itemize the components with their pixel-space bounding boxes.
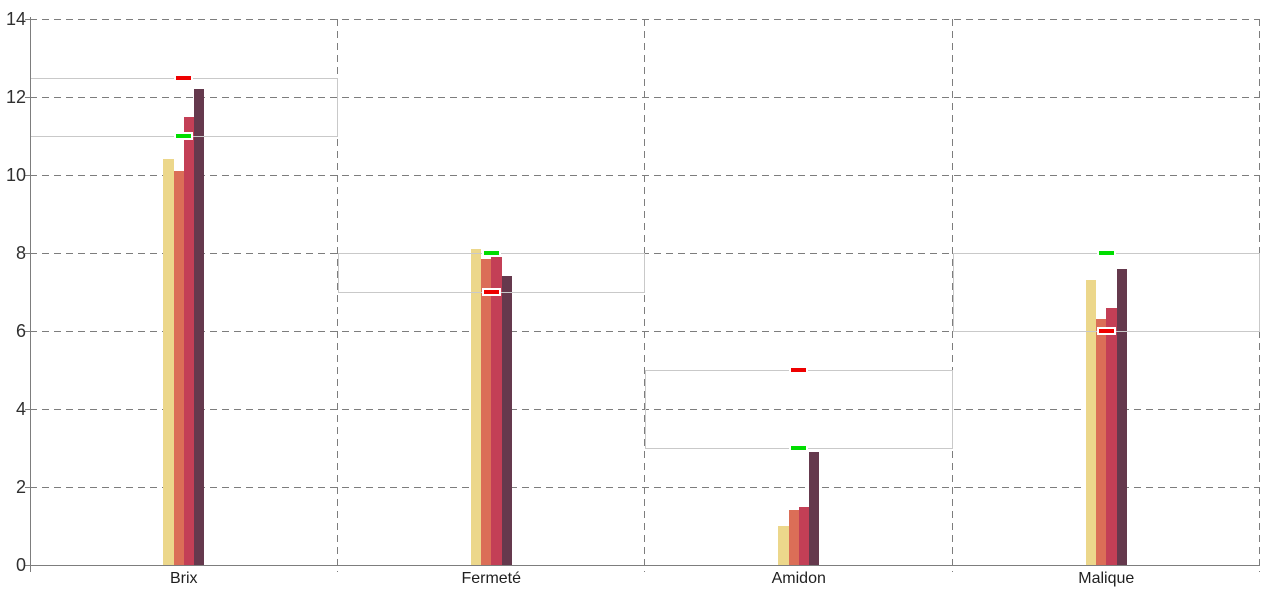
h-gridline-12 [30,97,1260,98]
y-axis-label: 2 [15,477,26,497]
x-axis-category-label: Malique [1078,570,1135,587]
target-marker-green-amidon [789,444,809,452]
bar-brix-s4 [194,89,205,565]
target-marker-red-brix [174,73,194,82]
bar-fermeté-s3 [491,256,502,565]
reference-band-amidon [645,370,953,449]
bar-amidon-s1 [778,526,789,565]
bar-fermeté-s1 [470,249,481,565]
reference-band-malique [952,253,1260,332]
bar-malique-s1 [1085,280,1096,565]
bar-malique-s4 [1116,268,1127,565]
y-tick [25,19,30,20]
x-axis-line [30,565,1260,566]
panel-separator [951,19,953,572]
y-axis-line [30,17,31,572]
x-axis-category-label: Brix [169,570,198,587]
target-marker-red-fermeté [481,288,501,296]
y-tick [25,409,30,410]
panel-separator [644,19,645,572]
target-marker-green-fermeté [481,249,501,257]
bar-amidon-s4 [809,451,820,565]
h-gridline-14 [30,19,1260,20]
target-marker-red-malique [1096,327,1116,335]
y-tick [25,565,30,566]
target-marker-green-brix [174,132,194,140]
target-marker-green-malique [1096,249,1116,257]
x-axis-category-label: Fermeté [461,570,522,587]
y-tick [25,487,30,488]
h-gridline-6 [30,331,1260,332]
bar-brix-s3 [183,116,194,565]
y-axis-label: 8 [15,243,26,263]
panel-separator [336,19,338,572]
bar-amidon-s2 [788,510,799,565]
y-axis-label: 0 [15,555,26,575]
y-axis-label: 12 [5,87,26,107]
h-gridline-2 [30,487,1260,488]
y-tick [25,175,30,176]
bar-amidon-s3 [798,506,809,565]
y-tick [25,331,30,332]
y-tick [25,253,30,254]
y-axis-label: 14 [5,9,26,29]
reference-band-fermeté [337,253,645,293]
bar-brix-s2 [173,171,184,565]
y-axis-label: 4 [15,399,26,419]
y-axis-label: 10 [5,165,26,185]
y-tick [25,97,30,98]
h-gridline-10 [30,175,1260,176]
h-gridline-8 [30,253,1260,254]
bar-fermeté-s4 [501,276,512,565]
x-axis-category-label: Amidon [771,570,826,587]
bar-malique-s2 [1096,319,1107,565]
bar-brix-s1 [163,159,174,565]
bar-fermeté-s2 [481,258,492,565]
y-axis-label: 6 [15,321,26,341]
reference-band-brix [30,77,338,137]
target-marker-red-amidon [789,366,809,374]
bar-malique-s3 [1106,307,1117,565]
